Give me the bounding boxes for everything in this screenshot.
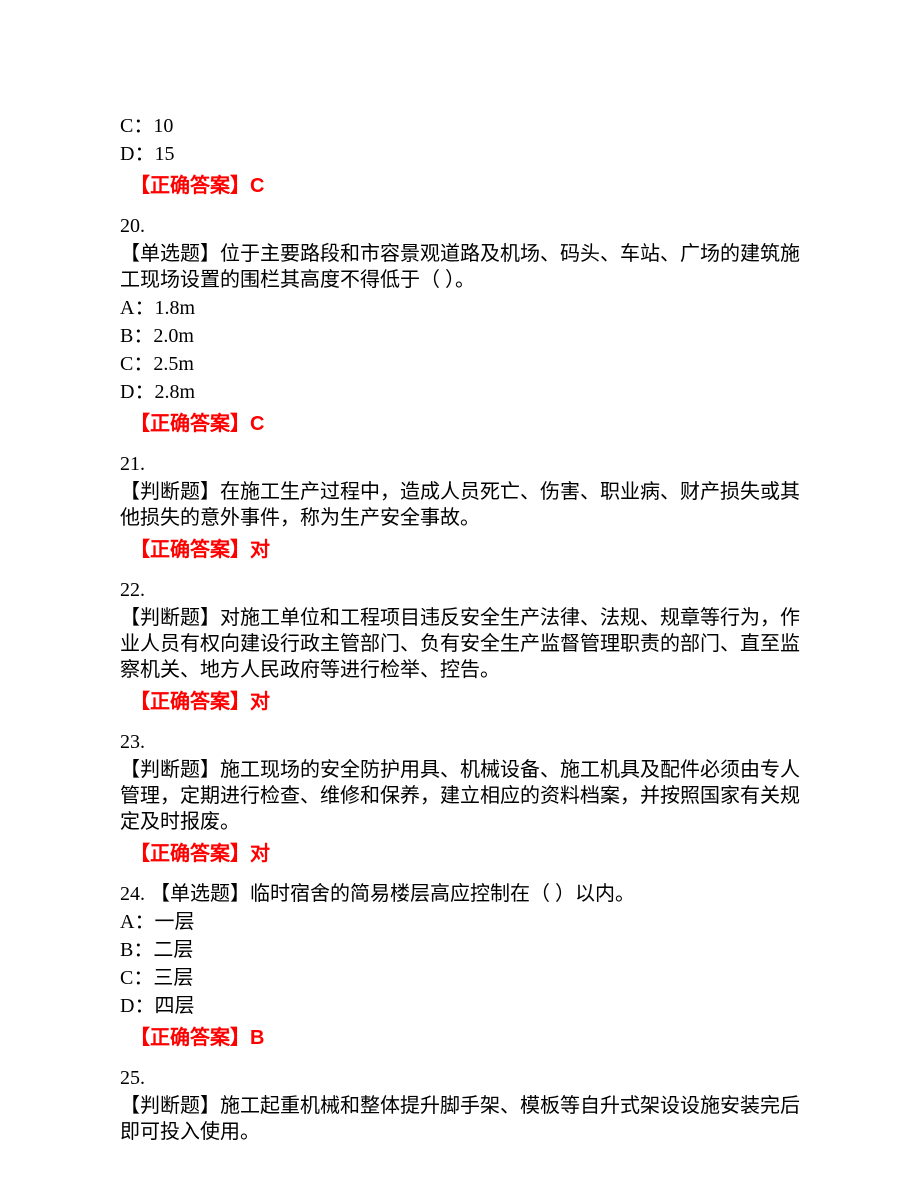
answer-19: 【正确答案】C <box>130 173 800 199</box>
answer-21: 【正确答案】对 <box>130 537 800 563</box>
answer-22: 【正确答案】对 <box>130 689 800 715</box>
question-stem: 【判断题】对施工单位和工程项目违反安全生产法律、法规、规章等行为，作业人员有权向… <box>120 605 800 683</box>
question-22: 22. 【判断题】对施工单位和工程项目违反安全生产法律、法规、规章等行为，作业人… <box>120 577 800 715</box>
question-stem: 【单选题】位于主要路段和市容景观道路及机场、码头、车站、广场的建筑施工现场设置的… <box>120 241 800 293</box>
option-c: C：2.5m <box>120 351 800 377</box>
question-number: 25. <box>120 1065 800 1091</box>
question-number: 20. <box>120 213 800 239</box>
option-b: B：2.0m <box>120 323 800 349</box>
question-stem: 【判断题】施工现场的安全防护用具、机械设备、施工机具及配件必须由专人管理，定期进… <box>120 757 800 835</box>
question-24: 24. 【单选题】临时宿舍的简易楼层高应控制在（ ）以内。 A：一层 B：二层 … <box>120 881 800 1051</box>
question-23: 23. 【判断题】施工现场的安全防护用具、机械设备、施工机具及配件必须由专人管理… <box>120 729 800 867</box>
answer-24: 【正确答案】B <box>130 1025 800 1051</box>
option-d: D：四层 <box>120 993 800 1019</box>
question-21: 21. 【判断题】在施工生产过程中，造成人员死亡、伤害、职业病、财产损失或其他损… <box>120 451 800 563</box>
option-a: A：1.8m <box>120 295 800 321</box>
option-d: D：15 <box>120 141 800 167</box>
option-a: A：一层 <box>120 909 800 935</box>
question-number-stem: 24. 【单选题】临时宿舍的简易楼层高应控制在（ ）以内。 <box>120 881 800 907</box>
question-number: 21. <box>120 451 800 477</box>
option-b: B：二层 <box>120 937 800 963</box>
question-number: 22. <box>120 577 800 603</box>
answer-20: 【正确答案】C <box>130 411 800 437</box>
question-25: 25. 【判断题】施工起重机械和整体提升脚手架、模板等自升式架设设施安装完后即可… <box>120 1065 800 1145</box>
option-c: C：三层 <box>120 965 800 991</box>
answer-23: 【正确答案】对 <box>130 841 800 867</box>
question-stem: 【判断题】在施工生产过程中，造成人员死亡、伤害、职业病、财产损失或其他损失的意外… <box>120 479 800 531</box>
option-c: C：10 <box>120 113 800 139</box>
question-number: 23. <box>120 729 800 755</box>
question-stem: 【判断题】施工起重机械和整体提升脚手架、模板等自升式架设设施安装完后即可投入使用… <box>120 1093 800 1145</box>
option-d: D：2.8m <box>120 379 800 405</box>
question-19-tail: C：10 D：15 【正确答案】C <box>120 113 800 199</box>
question-20: 20. 【单选题】位于主要路段和市容景观道路及机场、码头、车站、广场的建筑施工现… <box>120 213 800 437</box>
